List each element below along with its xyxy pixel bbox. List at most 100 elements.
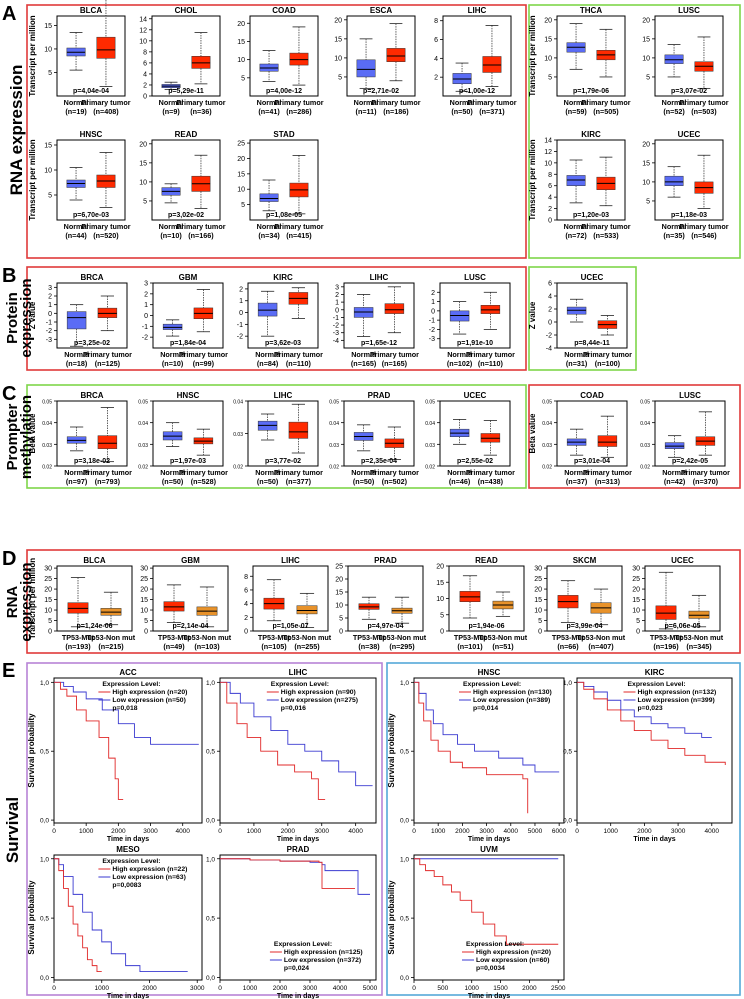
y-tick-label: -1: [429, 318, 435, 325]
sample-size-label: (n=407): [588, 642, 614, 651]
panel-e-blue-frame: [386, 662, 741, 996]
sample-size-label: (n=66): [557, 642, 579, 651]
x-tick-label: 1000: [79, 828, 94, 835]
legend-item-high: High expression (n=90): [281, 689, 356, 696]
y-tick-label: 30: [632, 566, 640, 573]
chart-e-hnsc: HNSC 0,0 0,5 1,0 0 1000 2000 3000 4000 5000 6000 Ti…: [387, 668, 567, 843]
x-group-label: Primary tumor: [681, 468, 730, 477]
y-tick-label: -2: [546, 333, 552, 340]
y-tick-label: 5: [48, 618, 52, 625]
y-tick-label: 15: [140, 597, 148, 604]
sample-size-label: (n=505): [593, 107, 619, 116]
x-group-label: Tp53-Non mut: [87, 633, 136, 642]
plot-frame: [644, 565, 721, 632]
chart-b-kirc: KIRC -2 -1 0 1 2 Normal(n=84)Primary tumor(n=1…: [237, 273, 323, 368]
km-curve-low-expression: [54, 858, 188, 973]
y-tick-label: 1: [48, 302, 52, 309]
x-group-label: Normal: [64, 222, 89, 231]
x-tick-label: 6000: [552, 828, 567, 835]
x-tick-label: 4000: [348, 828, 363, 835]
x-group-label: Normal: [564, 468, 589, 477]
y-axis-label: Survival probability: [387, 713, 396, 788]
x-group-label: TP53-Mut: [552, 633, 585, 642]
sample-size-label: (n=186): [383, 107, 409, 116]
y-tick-label: 0.03: [233, 432, 243, 438]
box-group1: [664, 54, 684, 64]
chart-title: LIHC: [274, 391, 293, 400]
legend-item-low: Low expression (n=50): [112, 697, 185, 704]
section-title-c-line1: Prompter: [4, 404, 21, 471]
x-group-label: Tp53-Non mut: [183, 633, 232, 642]
p-value: p=8,44e-11: [574, 340, 610, 347]
chart-d-read: READ 0 5 10 15 20 TP53-Mut(n=101)Tp53-Non mut(…: [436, 556, 528, 651]
y-tick-label: 0.04: [425, 421, 435, 427]
chart-d-gbm: GBM 0 5 10 15 20 25 30 TP53-Mut(n=49)Tp53-Non mu…: [140, 556, 232, 651]
x-group-label: Normal: [159, 98, 184, 107]
x-tick-label: 2000: [522, 985, 537, 992]
x-tick-label: 3000: [303, 985, 318, 992]
chart-title: LIHC: [289, 668, 308, 677]
chart-a-kirc: KIRC 0 2 4 6 8 10 12 14 Transcript per million Nor…: [528, 130, 631, 240]
sample-size-label: (n=215): [98, 642, 124, 651]
y-tick-label: 0.04: [233, 400, 243, 406]
y-tick-label: 1,0: [400, 680, 409, 687]
x-tick-label: 1000: [464, 985, 479, 992]
x-group-label: Primary tumor: [581, 98, 630, 107]
section-title-a: RNA expression: [7, 65, 26, 196]
y-tick-label: -4: [333, 338, 339, 345]
p-value: p=1,24e-06: [77, 623, 113, 630]
p-value: p=4,97e-04: [368, 623, 404, 630]
legend-item-high: High expression (n=20): [112, 689, 187, 696]
y-tick-label: 0.04: [640, 421, 650, 427]
legend-title: Expression Level:: [102, 858, 160, 865]
x-group-label: Primary tumor: [274, 222, 323, 231]
x-axis-label: Time in days: [277, 993, 319, 999]
plot-frame: [413, 854, 565, 981]
chart-d-skcm: SKCM 0 5 10 15 20 25 30 TP53-Mut(n=66)Tp53-Non m…: [534, 556, 626, 651]
y-tick-label: 0.02: [640, 465, 650, 471]
x-tick-label: 2000: [455, 828, 470, 835]
chart-title: GBM: [181, 556, 200, 565]
y-tick-label: 10: [642, 55, 650, 62]
sample-size-label: (n=503): [691, 107, 717, 116]
y-tick-label: 12: [544, 149, 552, 156]
y-tick-label: 15: [139, 160, 147, 167]
y-tick-label: 2: [431, 290, 435, 297]
x-group-label: Normal: [159, 222, 184, 231]
chart-title: UVM: [480, 845, 498, 854]
y-tick-label: 0.04: [329, 421, 339, 427]
x-group-label: TP53-Mut: [353, 633, 386, 642]
plot-frame: [152, 565, 229, 632]
y-tick-label: 10: [237, 57, 245, 64]
y-tick-label: 0.05: [329, 400, 339, 406]
section-title-b-line1: Protein: [4, 292, 21, 344]
y-tick-label: 20: [44, 587, 52, 594]
x-group-label: Primary tumor: [176, 222, 225, 231]
sample-size-label: (n=36): [190, 107, 212, 116]
y-tick-label: 0: [48, 311, 52, 318]
x-group-label: Primary tumor: [583, 468, 632, 477]
y-tick-label: 5: [241, 202, 245, 209]
chart-title: BRCA: [80, 273, 103, 282]
y-axis-label: Z value: [28, 301, 37, 329]
legend-title: Expression Level:: [466, 941, 524, 948]
p-value: p=3,77e-02: [265, 458, 301, 465]
x-tick-label: 2500: [551, 985, 566, 992]
chart-title: LIHC: [370, 273, 389, 282]
sample-size-label: (n=35): [663, 231, 685, 240]
y-tick-label: 15: [632, 597, 640, 604]
sample-size-label: (n=193): [65, 642, 91, 651]
y-tick-label: 10: [544, 55, 552, 62]
sample-size-label: (n=102): [447, 359, 473, 368]
box-group2: [289, 52, 309, 66]
x-tick-label: 1000: [95, 985, 110, 992]
y-tick-label: 25: [335, 564, 343, 571]
x-tick-label: 2000: [142, 985, 157, 992]
x-group-label: Primary tumor: [179, 350, 228, 359]
y-tick-label: -2: [237, 334, 243, 341]
y-tick-label: 1: [144, 302, 148, 309]
x-group-label: Tp53-Non mut: [479, 633, 528, 642]
chart-e-lihc: LIHC 0,0 0,5 1,0 0 1000 2000 3000 4000 Time in da…: [206, 668, 377, 843]
chart-d-blca: BLCA 0 5 10 15 20 25 30 Transcript per million TP…: [28, 556, 136, 651]
chart-b-brca: BRCA -3 -2-1 0 12 3 Z value Normal(n=18)Primary…: [28, 273, 132, 368]
